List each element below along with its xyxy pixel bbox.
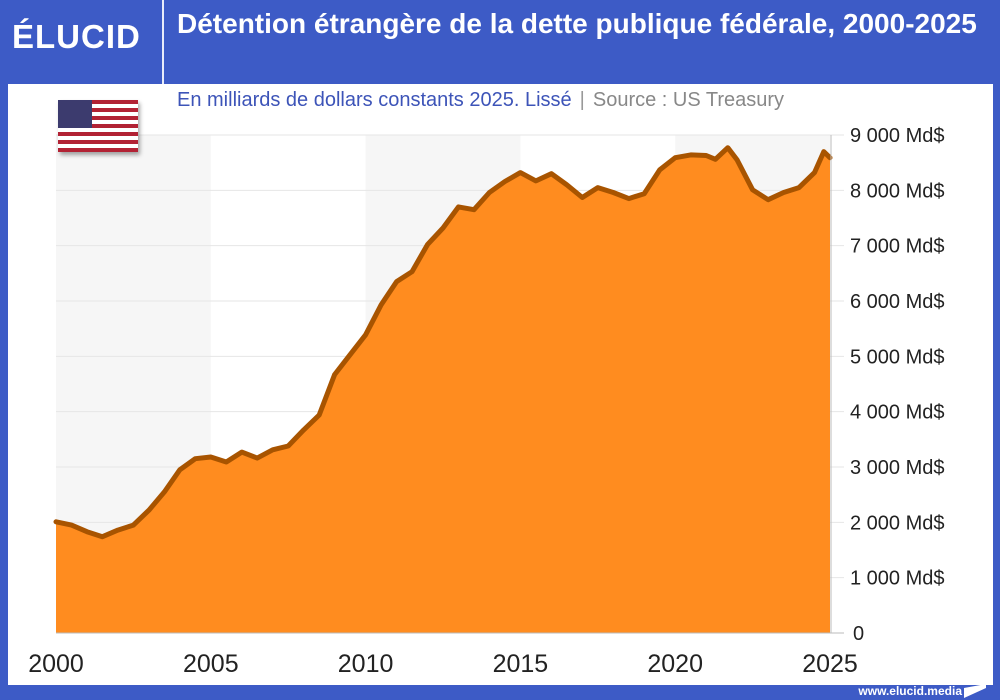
chart-title: Détention étrangère de la dette publique… — [177, 8, 977, 39]
y-tick-label: 5 000 Md$ — [850, 346, 945, 368]
units-note: En milliards de dollars constants 2025. … — [177, 89, 572, 111]
elucid-mark-icon — [964, 684, 986, 698]
source-note: Source : US Treasury — [592, 89, 785, 111]
y-tick-label: 7 000 Md$ — [850, 236, 945, 258]
y-tick-label: 9 000 Md$ — [850, 125, 945, 147]
x-tick-label: 2000 — [28, 650, 84, 678]
y-tick-label: 6 000 Md$ — [850, 291, 945, 313]
y-tick-label: 1 000 Md$ — [850, 568, 945, 590]
y-tick-label: 0 — [853, 623, 864, 645]
y-tick-label: 8 000 Md$ — [850, 180, 945, 202]
footer-url[interactable]: www.elucid.media — [858, 684, 962, 698]
y-tick-label: 3 000 Md$ — [850, 457, 945, 479]
header-divider — [162, 0, 164, 84]
chart-subtitle: En milliards de dollars constants 2025. … — [177, 89, 784, 112]
area-fill — [56, 147, 830, 633]
elucid-logo: ÉLUCID — [12, 18, 141, 55]
x-tick-label: 2025 — [802, 650, 858, 678]
subtitle-divider: | — [579, 89, 585, 111]
us-flag-icon — [58, 100, 138, 152]
y-tick-label: 2 000 Md$ — [850, 512, 945, 534]
x-tick-label: 2020 — [647, 650, 703, 678]
x-tick-label: 2015 — [493, 650, 549, 678]
x-tick-label: 2005 — [183, 650, 239, 678]
x-tick-label: 2010 — [338, 650, 394, 678]
y-tick-label: 4 000 Md$ — [850, 402, 945, 424]
